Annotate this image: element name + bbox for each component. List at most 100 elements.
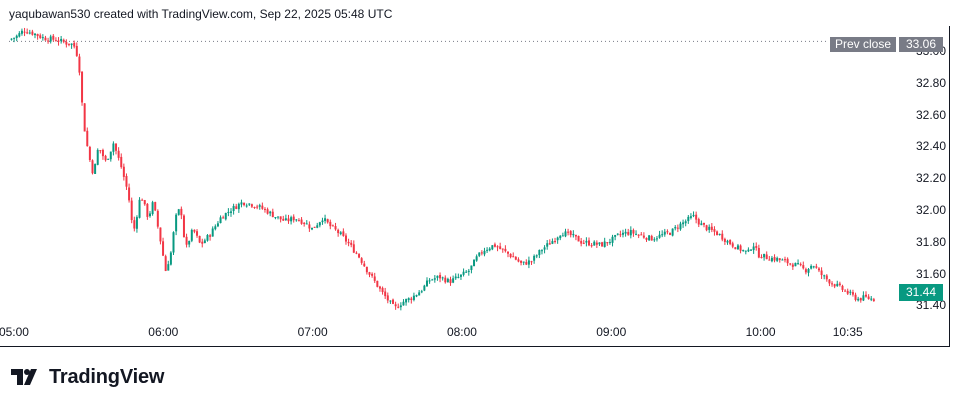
candle-body bbox=[763, 253, 766, 258]
candle-body bbox=[574, 234, 577, 237]
candle-body bbox=[13, 37, 16, 39]
candle-body bbox=[554, 240, 557, 242]
candle-body bbox=[527, 260, 530, 265]
candle-body bbox=[172, 232, 175, 253]
candle-body bbox=[198, 235, 201, 243]
candle-body bbox=[151, 202, 154, 215]
candle-body bbox=[392, 299, 395, 304]
candle-body bbox=[261, 205, 264, 209]
candle-body bbox=[551, 241, 554, 244]
candle-body bbox=[290, 217, 293, 222]
candle-body bbox=[770, 257, 773, 262]
candle-body bbox=[365, 266, 368, 273]
candle-body bbox=[303, 222, 306, 224]
candle-body bbox=[496, 246, 499, 248]
chart-header: yaqubawan530 created with TradingView.co… bbox=[9, 7, 393, 21]
x-tick-label: 09:00 bbox=[596, 325, 627, 339]
candle-body bbox=[582, 242, 585, 244]
candle-body bbox=[457, 276, 460, 278]
candle-body bbox=[786, 258, 789, 264]
candle-body bbox=[305, 223, 308, 225]
candle-body bbox=[277, 216, 280, 218]
candle-body bbox=[713, 229, 716, 232]
candle-body bbox=[431, 279, 434, 281]
candle-body bbox=[31, 31, 34, 35]
candle-body bbox=[394, 304, 397, 307]
candle-body bbox=[70, 43, 73, 45]
candle-body bbox=[34, 33, 37, 36]
candle-body bbox=[60, 38, 63, 42]
candle-body bbox=[91, 160, 94, 174]
candle-body bbox=[637, 234, 640, 236]
candle-body bbox=[232, 205, 235, 211]
candle-body bbox=[501, 248, 504, 250]
candle-body bbox=[773, 257, 776, 261]
candle-body bbox=[616, 233, 619, 235]
x-tick-label: 10:00 bbox=[745, 325, 776, 339]
candle-body bbox=[162, 241, 165, 256]
candle-body bbox=[49, 36, 52, 42]
candle-body bbox=[57, 40, 60, 42]
candle-body bbox=[804, 269, 807, 273]
candle-body bbox=[104, 155, 107, 161]
candle-body bbox=[26, 32, 29, 34]
candle-body bbox=[363, 263, 366, 267]
candle-body bbox=[203, 240, 206, 244]
candle-body bbox=[185, 236, 188, 245]
candle-body bbox=[263, 208, 266, 210]
candle-body bbox=[697, 219, 700, 225]
candle-body bbox=[423, 285, 426, 291]
candle-body bbox=[700, 223, 703, 226]
candle-body bbox=[470, 265, 473, 271]
candle-body bbox=[182, 215, 185, 238]
candle-body bbox=[493, 244, 496, 247]
candle-body bbox=[371, 273, 374, 276]
candle-body bbox=[274, 217, 277, 219]
candle-body bbox=[768, 259, 771, 261]
candle-body bbox=[399, 305, 402, 308]
chart-frame bbox=[0, 26, 950, 347]
candle-body bbox=[862, 295, 865, 301]
candle-body bbox=[734, 247, 737, 250]
candle-body bbox=[143, 200, 146, 205]
candle-body bbox=[757, 247, 760, 258]
candle-body bbox=[676, 227, 679, 229]
candle-body bbox=[256, 206, 259, 208]
candle-body bbox=[478, 252, 481, 256]
candle-body bbox=[248, 203, 251, 205]
y-tick-label: 32.40 bbox=[915, 139, 946, 154]
candle-body bbox=[347, 241, 350, 244]
candle-body bbox=[614, 234, 617, 237]
candle-body bbox=[109, 151, 112, 160]
y-tick-label: 32.60 bbox=[915, 107, 946, 122]
candle-body bbox=[849, 291, 852, 293]
candle-body bbox=[44, 37, 47, 41]
candle-body bbox=[128, 187, 131, 201]
candle-body bbox=[324, 218, 327, 221]
tradingview-logo[interactable]: TradingView bbox=[11, 366, 164, 388]
candle-body bbox=[721, 233, 724, 240]
candle-body bbox=[504, 248, 507, 252]
candle-body bbox=[177, 209, 180, 215]
candle-body bbox=[188, 241, 191, 245]
candle-body bbox=[671, 228, 674, 236]
candle-body bbox=[794, 262, 797, 267]
candle-body bbox=[73, 42, 76, 47]
x-tick-label: 06:00 bbox=[148, 325, 179, 339]
candle-body bbox=[859, 298, 862, 301]
candle-body bbox=[135, 217, 138, 229]
candle-body bbox=[196, 231, 199, 236]
candle-body bbox=[778, 258, 781, 260]
candle-body bbox=[164, 256, 167, 271]
candle-body bbox=[284, 218, 287, 221]
candle-body bbox=[669, 233, 672, 235]
candle-body bbox=[648, 235, 651, 241]
candle-body bbox=[661, 234, 664, 236]
candle-body bbox=[702, 222, 705, 225]
candle-body bbox=[682, 222, 685, 225]
candle-body bbox=[99, 150, 102, 152]
candle-body bbox=[781, 259, 784, 261]
candle-body bbox=[865, 294, 868, 297]
candle-body bbox=[237, 203, 240, 210]
